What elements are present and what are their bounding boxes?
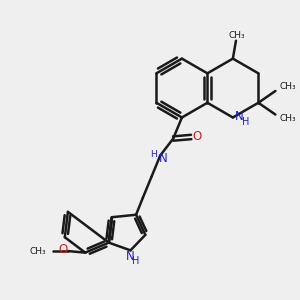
Text: CH₃: CH₃ <box>30 247 46 256</box>
Text: CH₃: CH₃ <box>279 82 296 91</box>
Text: CH₃: CH₃ <box>279 114 296 123</box>
Text: N: N <box>125 250 134 263</box>
Text: N: N <box>159 152 168 165</box>
Text: O: O <box>58 243 67 256</box>
Text: H: H <box>242 117 250 127</box>
Text: CH₃: CH₃ <box>229 31 245 40</box>
Text: O: O <box>192 130 201 143</box>
Text: N: N <box>235 110 243 123</box>
Text: H: H <box>150 151 157 160</box>
Text: H: H <box>132 256 140 266</box>
